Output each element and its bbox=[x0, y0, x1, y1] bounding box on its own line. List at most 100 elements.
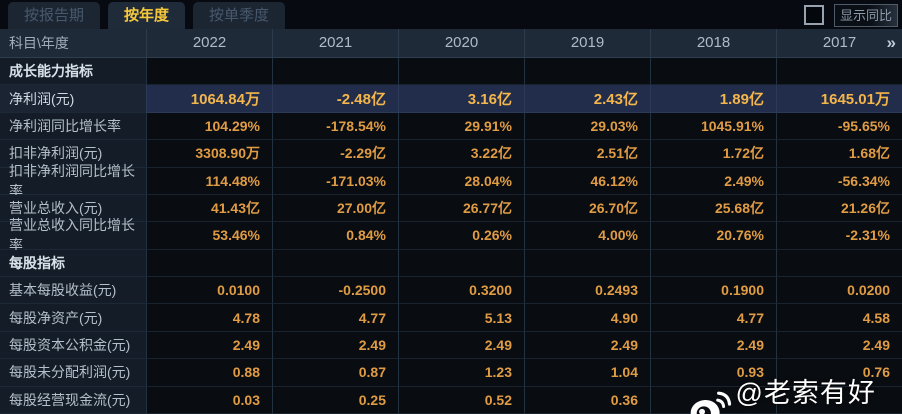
cell-value: 3308.90万 bbox=[146, 140, 272, 168]
cell-value: 114.48% bbox=[146, 167, 272, 195]
cell-value bbox=[398, 249, 524, 277]
year-header-2020[interactable]: 2020 bbox=[398, 29, 524, 57]
cell-value bbox=[650, 58, 776, 86]
row-label: 净利润同比增长率 bbox=[0, 112, 146, 141]
table-row: 每股经营现金流(元) 0.03 0.25 0.52 0.36 bbox=[0, 386, 902, 414]
row-label: 扣非净利润(元) bbox=[0, 140, 146, 168]
cell-value bbox=[146, 58, 272, 86]
row-label: 净利润(元) bbox=[0, 85, 146, 113]
cell-value: 4.90 bbox=[524, 304, 650, 332]
table-row: 每股指标 bbox=[0, 249, 902, 277]
row-label: 成长能力指标 bbox=[0, 58, 146, 86]
cell-value: 0.87 bbox=[272, 359, 398, 387]
cell-value: 0.3200 bbox=[398, 277, 524, 305]
cell-value: 29.03% bbox=[524, 112, 650, 141]
cell-value: 2.51亿 bbox=[524, 140, 650, 168]
cell-value: -171.03% bbox=[272, 167, 398, 195]
cell-value: 2.49 bbox=[524, 331, 650, 360]
table-row: 营业总收入同比增长率 53.46% 0.84% 0.26% 4.00% 20.76% -2.… bbox=[0, 217, 902, 253]
year-header-2021[interactable]: 2021 bbox=[272, 29, 398, 57]
cell-value bbox=[776, 386, 902, 414]
cell-value: 28.04% bbox=[398, 167, 524, 195]
cell-value: -0.2500 bbox=[272, 277, 398, 305]
year-header-row: 科目\年度 2022 2021 2020 2019 2018 2017» bbox=[0, 29, 902, 58]
year-header-2022[interactable]: 2022 bbox=[146, 29, 272, 57]
cell-value: -95.65% bbox=[776, 112, 902, 141]
cell-value: 104.29% bbox=[146, 112, 272, 141]
cell-value: 1.89亿 bbox=[650, 85, 776, 113]
cell-value: 0.2493 bbox=[524, 277, 650, 305]
row-label: 每股经营现金流(元) bbox=[0, 386, 146, 414]
cell-value: -2.29亿 bbox=[272, 140, 398, 168]
table-row: 每股未分配利润(元) 0.88 0.87 1.23 1.04 0.93 0.76 bbox=[0, 359, 902, 387]
table-row: 扣非净利润(元) 3308.90万 -2.29亿 3.22亿 2.51亿 1.72亿 1.6… bbox=[0, 140, 902, 168]
cell-value: 0.25 bbox=[272, 386, 398, 414]
cell-value: 2.49% bbox=[650, 167, 776, 195]
show-yoy-checkbox[interactable] bbox=[804, 5, 824, 25]
cell-value: -56.34% bbox=[776, 167, 902, 195]
cell-value: 1.04 bbox=[524, 359, 650, 387]
row-label: 扣非净利润同比增长率 bbox=[0, 163, 146, 199]
period-tabbar: 按报告期 按年度 按单季度 显示同比 bbox=[0, 0, 902, 29]
cell-value: 1.23 bbox=[398, 359, 524, 387]
corner-header-cell: 科目\年度 bbox=[9, 35, 69, 51]
cell-value: 4.00% bbox=[524, 222, 650, 250]
table-row: 净利润同比增长率 104.29% -178.54% 29.91% 29.03% 1045.… bbox=[0, 112, 902, 141]
table-row: 基本每股收益(元) 0.0100 -0.2500 0.3200 0.2493 0.1900… bbox=[0, 277, 902, 305]
table-body: 成长能力指标 净利润(元) 1064.84万 -2.48亿 3.16亿 2.43亿 1.89… bbox=[0, 58, 902, 414]
cell-value: 0.0200 bbox=[776, 277, 902, 305]
cell-value bbox=[272, 58, 398, 86]
year-header-2017[interactable]: 2017 bbox=[776, 29, 902, 57]
cell-value: 1.68亿 bbox=[776, 140, 902, 168]
cell-value: 4.58 bbox=[776, 304, 902, 332]
yoy-controls: 显示同比 bbox=[804, 4, 902, 29]
cell-value bbox=[146, 249, 272, 277]
cell-value: 2.49 bbox=[146, 331, 272, 360]
cell-value bbox=[776, 58, 902, 86]
year-header-2018[interactable]: 2018 bbox=[650, 29, 776, 57]
cell-value bbox=[524, 249, 650, 277]
cell-value: 21.26亿 bbox=[776, 194, 902, 223]
cell-value: 0.76 bbox=[776, 359, 902, 387]
cell-value: 0.52 bbox=[398, 386, 524, 414]
cell-value: 0.88 bbox=[146, 359, 272, 387]
cell-value bbox=[650, 386, 776, 414]
cell-value: 25.68亿 bbox=[650, 194, 776, 223]
table-row: 净利润(元) 1064.84万 -2.48亿 3.16亿 2.43亿 1.89亿 1645.… bbox=[0, 85, 902, 113]
cell-value: 29.91% bbox=[398, 112, 524, 141]
table-row: 每股资本公积金(元) 2.49 2.49 2.49 2.49 2.49 2.49 bbox=[0, 331, 902, 360]
cell-value: -2.31% bbox=[776, 222, 902, 250]
cell-value: 0.93 bbox=[650, 359, 776, 387]
cell-value bbox=[776, 249, 902, 277]
cell-value: 0.1900 bbox=[650, 277, 776, 305]
cell-value: 0.26% bbox=[398, 222, 524, 250]
row-label: 基本每股收益(元) bbox=[0, 277, 146, 305]
cell-value: 46.12% bbox=[524, 167, 650, 195]
tab-by-year[interactable]: 按年度 bbox=[108, 2, 186, 29]
cell-value: 0.36 bbox=[524, 386, 650, 414]
more-years-icon[interactable]: » bbox=[886, 33, 897, 52]
cell-value: 4.78 bbox=[146, 304, 272, 332]
cell-value: -2.48亿 bbox=[272, 85, 398, 113]
table-row: 每股净资产(元) 4.78 4.77 5.13 4.90 4.77 4.58 bbox=[0, 304, 902, 332]
tab-by-single-quarter[interactable]: 按单季度 bbox=[193, 2, 286, 29]
cell-value: 1.72亿 bbox=[650, 140, 776, 168]
cell-value: 4.77 bbox=[650, 304, 776, 332]
row-label: 每股未分配利润(元) bbox=[0, 359, 146, 387]
cell-value: 3.22亿 bbox=[398, 140, 524, 168]
cell-value bbox=[650, 249, 776, 277]
cell-value: 5.13 bbox=[398, 304, 524, 332]
year-header-2019[interactable]: 2019 bbox=[524, 29, 650, 57]
cell-value: 53.46% bbox=[146, 222, 272, 250]
cell-value: 2.49 bbox=[398, 331, 524, 360]
row-label: 每股净资产(元) bbox=[0, 304, 146, 332]
cell-value: 2.49 bbox=[272, 331, 398, 360]
tab-by-report-period[interactable]: 按报告期 bbox=[8, 2, 101, 29]
cell-value: 0.84% bbox=[272, 222, 398, 250]
show-yoy-button[interactable]: 显示同比 bbox=[834, 4, 898, 27]
cell-value: 26.70亿 bbox=[524, 194, 650, 223]
cell-value: 4.77 bbox=[272, 304, 398, 332]
cell-value: 1064.84万 bbox=[146, 85, 272, 113]
cell-value: 0.03 bbox=[146, 386, 272, 414]
